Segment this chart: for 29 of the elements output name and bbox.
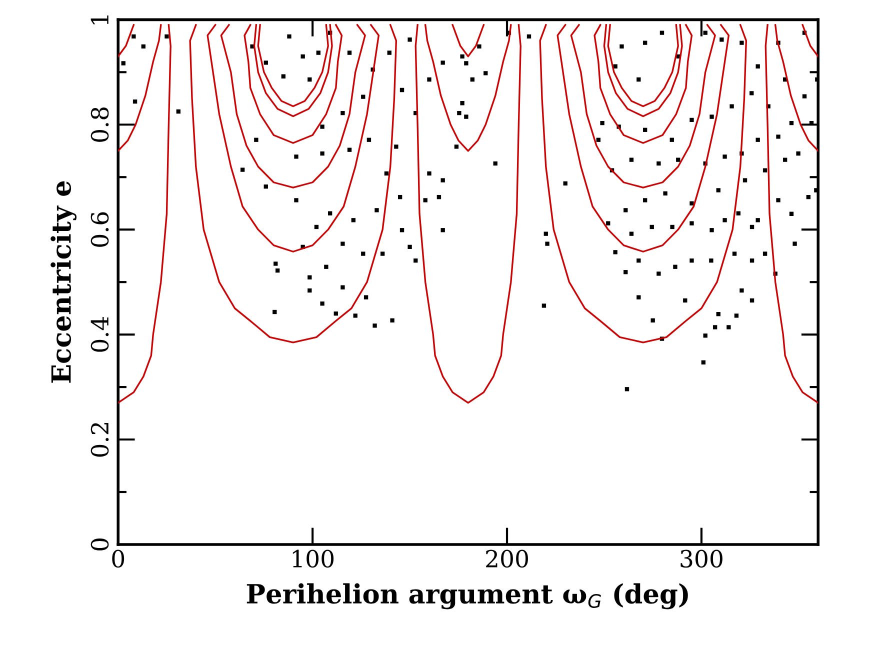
line-series [556, 24, 730, 252]
y-tick-label: 0.8 [90, 107, 109, 142]
x-tick-label: 0 [112, 550, 124, 568]
line-series [424, 24, 512, 152]
line-series [220, 24, 366, 188]
line-series [244, 24, 343, 144]
line-series [539, 24, 748, 344]
line-series [118, 24, 162, 152]
line-series [774, 24, 818, 152]
y-tick-label: 0 [90, 538, 109, 550]
line-series [118, 24, 172, 404]
line-series [257, 24, 329, 108]
line-series [607, 24, 679, 108]
y-tick-label: 0.6 [90, 212, 109, 247]
line-series [189, 24, 398, 344]
x-tick-label: 300 [680, 550, 722, 568]
y-axis-title: Eccentricity e [50, 181, 77, 383]
line-series [206, 24, 380, 252]
x-tick-label: 100 [292, 550, 334, 568]
y-tick-label: 0.4 [90, 316, 109, 352]
line-series [414, 24, 522, 404]
line-series [764, 24, 818, 404]
x-tick-label: 200 [486, 550, 528, 568]
line-series [570, 24, 716, 188]
y-tick-label: 0.2 [90, 423, 109, 457]
line-series [603, 24, 683, 118]
line-series [594, 24, 693, 144]
x-axis-title: Perihelion argument ω$_{G}$ (deg) [246, 583, 688, 610]
y-tick-label: 1 [90, 16, 108, 24]
